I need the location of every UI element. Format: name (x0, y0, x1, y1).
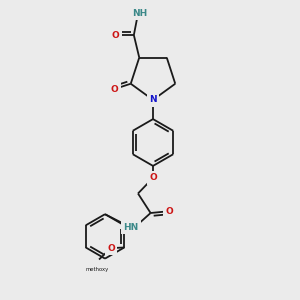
Text: NH: NH (132, 9, 148, 18)
Text: methoxy: methoxy (86, 267, 109, 272)
Text: O: O (107, 244, 115, 253)
Text: HN: HN (123, 223, 138, 232)
Text: O: O (149, 173, 157, 182)
Text: O: O (165, 207, 173, 216)
Text: O: O (111, 31, 119, 40)
Text: O: O (110, 85, 118, 94)
Text: N: N (149, 95, 157, 104)
